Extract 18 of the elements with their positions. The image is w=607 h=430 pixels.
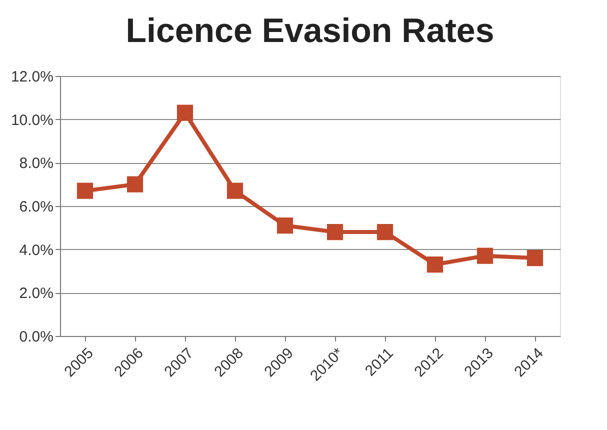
point	[76, 182, 94, 199]
point	[176, 104, 194, 121]
point	[326, 224, 344, 240]
point	[426, 256, 444, 273]
y-tick-label: 0.0%	[19, 328, 54, 346]
y-tick-label: 12.0%	[10, 68, 54, 86]
y-tick-label: 8.0%	[19, 155, 54, 172]
y-tick-label: 2.0%	[19, 285, 54, 302]
point	[376, 224, 394, 240]
point	[126, 176, 144, 192]
y-tick-label: 6.0%	[19, 198, 54, 216]
chart-title: Licence Evasion Rates	[126, 12, 494, 50]
point	[476, 248, 494, 264]
point	[276, 217, 294, 234]
y-tick-label: 10.0%	[10, 112, 54, 129]
point	[226, 182, 244, 199]
y-tick-label: 4.0%	[19, 242, 54, 259]
point	[526, 250, 544, 266]
